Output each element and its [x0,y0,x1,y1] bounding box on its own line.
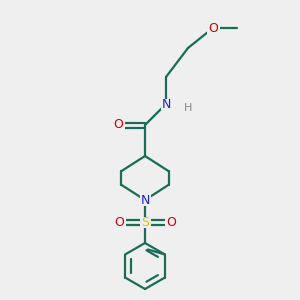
Bar [112,119,124,130]
Bar [206,22,220,34]
Text: O: O [113,118,123,131]
Text: S: S [141,215,149,229]
Text: O: O [114,215,124,229]
Text: O: O [208,22,218,34]
Bar [140,217,151,227]
Bar [112,217,125,227]
Text: N: N [140,194,150,206]
Bar [164,217,178,227]
Bar [140,194,151,206]
Bar [160,98,172,110]
Text: H: H [184,103,192,113]
Text: N: N [161,98,171,110]
Bar [183,103,193,112]
Text: O: O [166,215,176,229]
